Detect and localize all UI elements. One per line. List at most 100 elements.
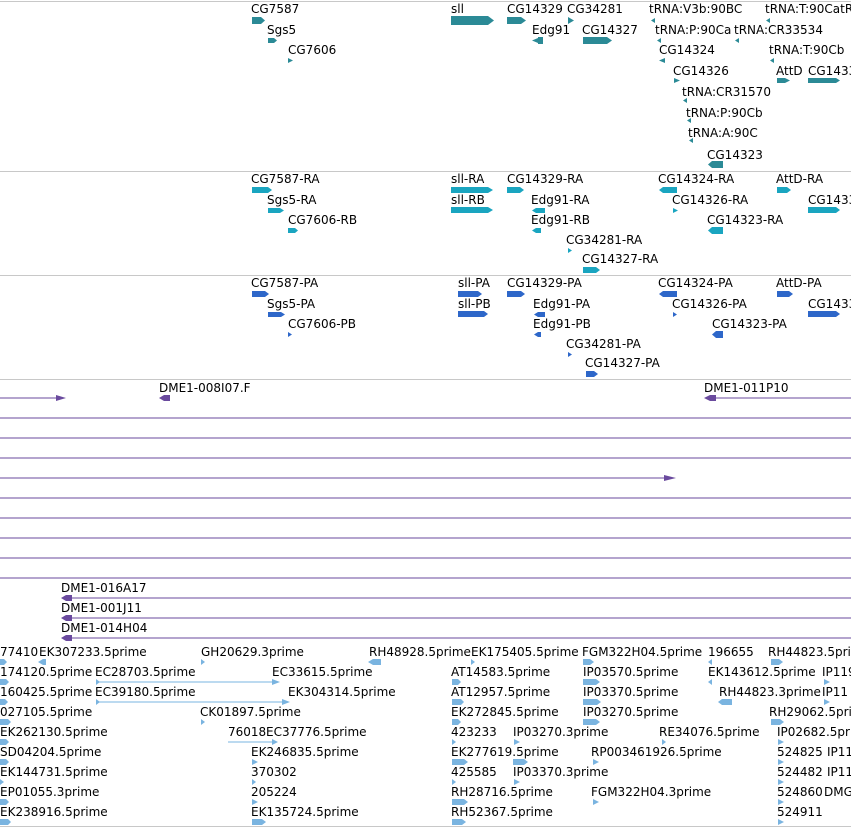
est-label[interactable]: EK304314.5prime xyxy=(288,685,396,699)
transcript-label-Sgs5-RA[interactable]: Sgs5-RA xyxy=(267,193,317,207)
clone-label-DME1-008I07[interactable]: DME1-008I07.F xyxy=(159,381,251,395)
gene-glyph-Edg91-body[interactable] xyxy=(538,37,543,44)
protein-glyph-Sgs5-PA[interactable] xyxy=(268,312,285,317)
transcript-label-CG7606-RB[interactable]: CG7606-RB xyxy=(288,213,358,227)
protein-label-CG14326-PA[interactable]: CG14326-PA xyxy=(672,297,747,311)
est-label[interactable]: RH44823.3prime xyxy=(719,685,821,699)
est-label[interactable]: RH29062.5prime xyxy=(769,705,851,719)
est-label[interactable]: 524825 xyxy=(777,745,823,759)
est-glyph[interactable] xyxy=(368,659,381,665)
est-glyph[interactable] xyxy=(514,779,520,785)
est-glyph[interactable] xyxy=(252,819,266,825)
est-label[interactable]: EK175405.5prime xyxy=(471,645,579,659)
protein-glyph-sll-PA[interactable] xyxy=(458,291,482,297)
protein-label-Edg91-PA[interactable]: Edg91-PA xyxy=(533,297,591,311)
est-glyph[interactable] xyxy=(662,739,666,745)
est-glyph[interactable] xyxy=(583,699,601,705)
est-glyph[interactable] xyxy=(514,739,520,745)
est-label[interactable]: 174120.5prime xyxy=(0,665,93,679)
est-label[interactable]: FGM322H04.3prime xyxy=(591,785,712,799)
transcript-glyph-sll-RA[interactable] xyxy=(451,187,493,193)
est-glyph[interactable] xyxy=(201,719,205,725)
protein-label-Sgs5-PA[interactable]: Sgs5-PA xyxy=(267,297,316,311)
est-label[interactable]: RH28716.5prime xyxy=(451,785,553,799)
est-label[interactable]: IP03270.3prime xyxy=(513,725,609,739)
transcript-glyph-CG14327-RA[interactable] xyxy=(583,267,600,273)
est-glyph[interactable] xyxy=(778,759,784,765)
gene-label-Edg91[interactable]: Edg91 xyxy=(532,23,571,37)
est-glyph[interactable] xyxy=(201,659,205,665)
gene-label-sll[interactable]: sll xyxy=(451,2,464,16)
est-glyph[interactable] xyxy=(0,819,11,825)
est-glyph[interactable] xyxy=(452,699,464,705)
est-glyph[interactable] xyxy=(0,759,9,765)
est-glyph[interactable] xyxy=(771,719,784,725)
protein-label-CG14323-PA[interactable]: CG14323-PA xyxy=(712,317,787,331)
est-label[interactable]: 196655 xyxy=(708,645,754,659)
est-glyph[interactable] xyxy=(0,719,11,725)
gene-label-Sgs5[interactable]: Sgs5 xyxy=(267,23,297,37)
protein-label-CG7606-PB[interactable]: CG7606-PB xyxy=(288,317,357,331)
est-label[interactable]: EC28703.5prime xyxy=(95,665,196,679)
est-label[interactable]: EK262130.5prime xyxy=(0,725,108,739)
clone-glyph-DME1-008I07[interactable] xyxy=(159,395,170,401)
protein-glyph-CG14329-PA[interactable] xyxy=(507,291,525,297)
clone-glyph-DME1-014H04[interactable] xyxy=(61,635,72,641)
transcript-label-CG7587-RA[interactable]: CG7587-RA xyxy=(251,172,320,186)
clone-glyph-DME1-016A17[interactable] xyxy=(61,595,72,601)
est-glyph[interactable] xyxy=(252,799,258,805)
est-label[interactable]: RH44823.5prime xyxy=(768,645,851,659)
est-glyph[interactable] xyxy=(38,659,46,665)
gene-glyph-CG14327[interactable] xyxy=(583,37,612,44)
est-glyph[interactable] xyxy=(771,659,783,665)
gene-glyph-AttD[interactable] xyxy=(777,78,790,83)
clone-end-arrow[interactable] xyxy=(664,475,676,481)
transcript-label-CG14323-RA[interactable]: CG14323-RA xyxy=(707,213,784,227)
gene-glyph-tRNA-V3b[interactable] xyxy=(651,18,655,23)
est-glyph[interactable] xyxy=(778,739,784,745)
protein-glyph-CG14323-PA[interactable] xyxy=(712,331,723,338)
gene-label-tRNA-A-90C[interactable]: tRNA:A:90C xyxy=(688,126,758,140)
est-glyph[interactable] xyxy=(471,659,475,665)
gene-glyph-CG34281[interactable] xyxy=(568,17,574,24)
est-label[interactable]: EK144731.5prime xyxy=(0,765,108,779)
est-glyph[interactable] xyxy=(452,819,466,825)
gene-glyph-tRNA-T-90Ca[interactable] xyxy=(766,18,770,23)
est-label[interactable]: 423233 xyxy=(451,725,497,739)
est-label[interactable]: IP03370.5prime xyxy=(583,685,679,699)
gene-glyph-tRNA-CR33534[interactable] xyxy=(735,38,739,43)
transcript-glyph-sll-RB[interactable] xyxy=(451,207,493,213)
est-label[interactable]: IP119 xyxy=(822,665,851,679)
gene-glyph-CG1433[interactable] xyxy=(808,78,840,83)
transcript-glyph-CG34281-RA[interactable] xyxy=(568,248,572,253)
transcript-label-Edg91-RA[interactable]: Edg91-RA xyxy=(531,193,590,207)
protein-label-AttD-PA[interactable]: AttD-PA xyxy=(776,276,822,290)
gene-glyph-CG14323[interactable] xyxy=(708,161,723,168)
protein-label-sll-PA[interactable]: sll-PA xyxy=(458,276,490,290)
protein-glyph-CG34281-PA[interactable] xyxy=(568,352,572,357)
est-label[interactable]: IP03270.5prime xyxy=(583,705,679,719)
protein-glyph-CG14326-PA[interactable] xyxy=(673,312,677,317)
est-glyph[interactable] xyxy=(282,699,290,705)
protein-glyph-sll-PB[interactable] xyxy=(458,311,488,317)
est-glyph[interactable] xyxy=(96,679,100,685)
est-glyph[interactable] xyxy=(513,759,528,765)
transcript-glyph-CG7587-RA[interactable] xyxy=(252,187,272,193)
est-label[interactable]: GH20629.3prime xyxy=(201,645,304,659)
est-glyph[interactable] xyxy=(96,699,100,705)
transcript-glyph-CG14326-RA[interactable] xyxy=(673,208,678,213)
gene-glyph-tRNA-A-90C[interactable] xyxy=(689,138,693,143)
est-glyph[interactable] xyxy=(0,739,9,745)
clone-glyph-DME1-001J11[interactable] xyxy=(61,615,72,621)
est-glyph[interactable] xyxy=(452,779,456,785)
est-label[interactable]: AT14583.5prime xyxy=(451,665,551,679)
est-glyph[interactable] xyxy=(583,719,600,725)
gene-label-CG14323[interactable]: CG14323 xyxy=(707,148,763,162)
transcript-label-sll-RA[interactable]: sll-RA xyxy=(451,172,485,186)
gene-glyph-tRNA-CR31570[interactable] xyxy=(683,98,687,103)
gene-label-tRNA-T-90Cb[interactable]: tRNA:T:90Cb xyxy=(769,43,845,57)
est-glyph[interactable] xyxy=(252,759,258,765)
est-label[interactable]: EC37776.5prime xyxy=(266,725,367,739)
gene-label-CG14326[interactable]: CG14326 xyxy=(673,64,729,78)
est-glyph[interactable] xyxy=(593,799,599,805)
